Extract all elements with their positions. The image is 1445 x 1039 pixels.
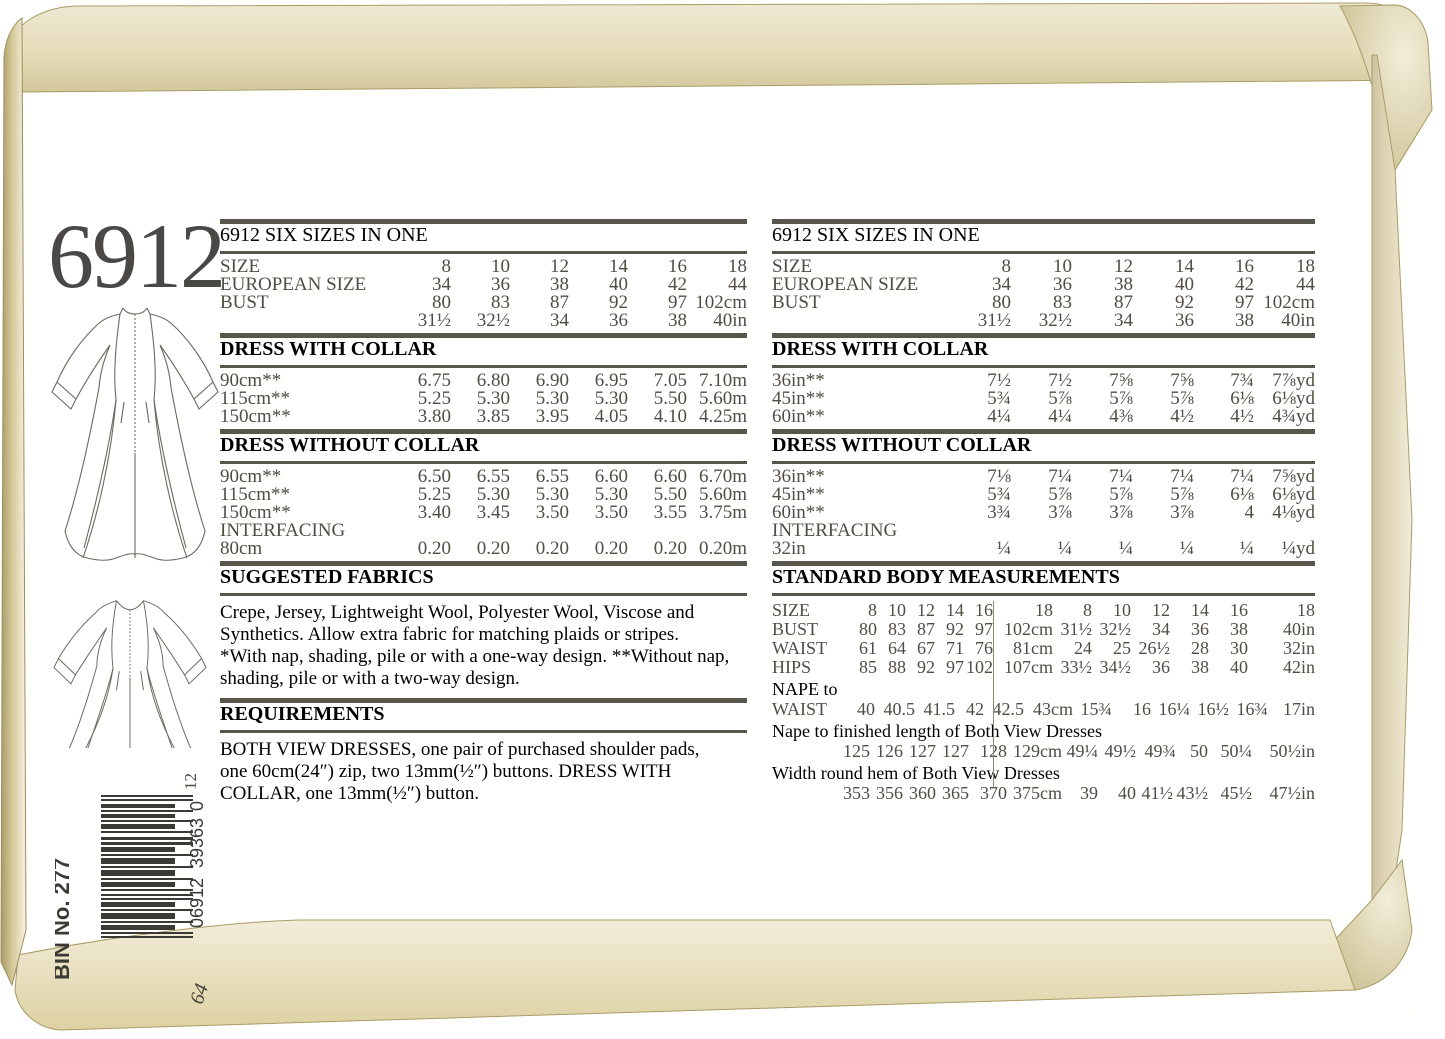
svg-text:0: 0 [187, 801, 207, 811]
svg-text:BIN No. 277: BIN No. 277 [55, 858, 74, 980]
svg-text:39363: 39363 [187, 818, 207, 868]
svg-text:06912: 06912 [187, 878, 207, 928]
